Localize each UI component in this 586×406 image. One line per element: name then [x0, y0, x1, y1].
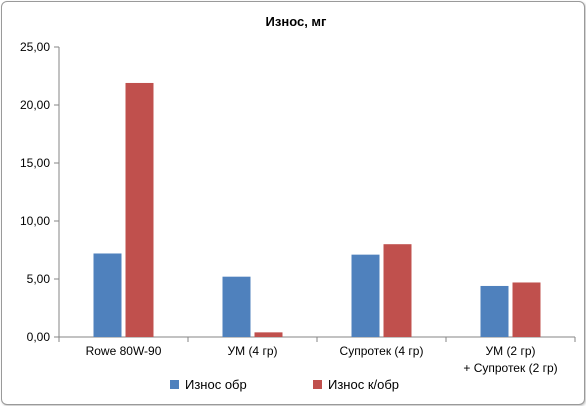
chart-title: Износ, мг: [266, 14, 327, 29]
x-category-label: + Супротек (2 гр): [463, 361, 557, 375]
y-tick-label: 20,00: [20, 98, 50, 112]
legend-label: Износ к/обр: [328, 377, 399, 392]
y-tick-label: 25,00: [20, 40, 50, 54]
x-category-label: Rowe 80W-90: [86, 344, 162, 358]
x-category-label: УМ (4 гр): [227, 344, 277, 358]
bar: [125, 82, 154, 338]
y-tick-label: 0,00: [27, 330, 51, 344]
y-tick-label: 10,00: [20, 214, 50, 228]
bar: [93, 253, 122, 337]
bar: [480, 285, 509, 337]
plot-area: 0,00 5,00 10,00 15,00 20,00 25,00 Rowe 80W-90 У…: [20, 40, 576, 375]
bar: [351, 254, 380, 337]
y-tick-label: 15,00: [20, 156, 50, 170]
bar: [383, 244, 412, 337]
legend-swatch: [170, 380, 179, 389]
legend-label: Износ обр: [185, 377, 247, 392]
y-tick-label: 5,00: [27, 272, 51, 286]
legend: Износ обр Износ к/обр: [170, 377, 399, 392]
bar: [512, 282, 541, 337]
x-category-label: УМ (2 гр): [485, 344, 535, 358]
x-category-label: Супротек (4 гр): [340, 344, 424, 358]
bar: [222, 276, 251, 337]
bar: [254, 332, 283, 337]
legend-swatch: [313, 380, 322, 389]
